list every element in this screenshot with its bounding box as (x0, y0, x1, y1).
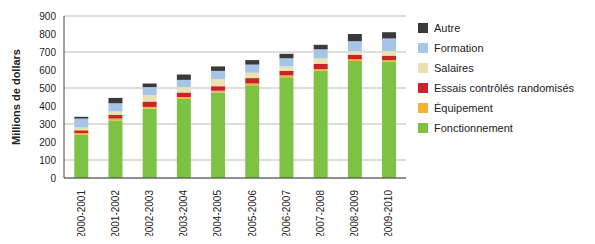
svg-text:200: 200 (39, 137, 56, 148)
svg-text:2000-2001: 2000-2001 (76, 190, 87, 236)
svg-text:2001-2002: 2001-2002 (110, 190, 121, 236)
svg-text:2007-2008: 2007-2008 (315, 190, 326, 236)
svg-text:100: 100 (39, 155, 56, 166)
html-text:Autre: Autre (434, 22, 461, 34)
svg-text:2008-2009: 2008-2009 (349, 190, 360, 236)
svg-text:500: 500 (39, 83, 56, 94)
svg-text:800: 800 (39, 29, 56, 40)
svg-text:Millions de dollars: Millions de dollars (10, 49, 22, 145)
svg-text:2005-2006: 2005-2006 (247, 190, 258, 236)
svg-text:2009-2010: 2009-2010 (383, 190, 394, 236)
html-text:Fonctionnement: Fonctionnement (434, 122, 513, 134)
svg-text:2006-2007: 2006-2007 (281, 190, 292, 236)
svg-text:2003-2004: 2003-2004 (178, 190, 189, 236)
html-text:Salaires: Salaires (434, 62, 474, 74)
html-text:Équipement: Équipement (434, 102, 493, 114)
html-text:Formation: Formation (434, 42, 484, 54)
html-text:Essais contrôlés randomisés: Essais contrôlés randomisés (434, 82, 574, 94)
svg-text:0: 0 (50, 173, 56, 184)
svg-text:400: 400 (39, 101, 56, 112)
svg-text:300: 300 (39, 119, 56, 130)
svg-text:600: 600 (39, 65, 56, 76)
svg-text:700: 700 (39, 47, 56, 58)
svg-text:2004-2005: 2004-2005 (212, 190, 223, 236)
svg-text:2002-2003: 2002-2003 (144, 190, 155, 236)
svg-text:900: 900 (39, 11, 56, 22)
